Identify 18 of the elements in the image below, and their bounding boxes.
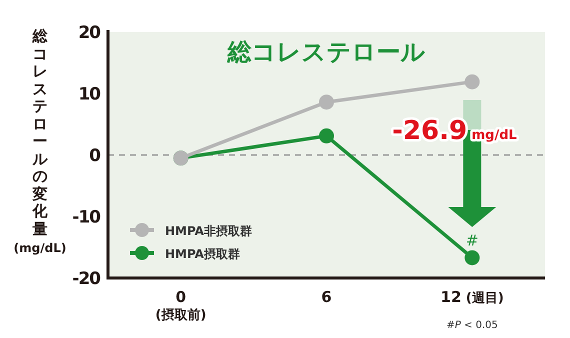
x-tick-label: 0 (摂取前) [155,288,206,323]
point [319,94,334,110]
point [464,250,480,266]
point [319,128,334,144]
text: 総コレステロールの変化量 (mg/dL) [14,27,66,255]
x-tick-label: 12 (週目) [440,288,504,306]
y-tick-label: 10 [78,84,102,104]
y-tick-label: 20 [78,23,102,43]
x-tick-label: 6 [321,288,332,306]
y-tick-label: 0 [89,146,102,166]
text: #P < 0.05 [446,320,498,331]
y-tick-label: -10 [72,208,102,228]
legend-label: HMPA摂取群 [165,247,240,261]
point [464,74,480,90]
chart-title: 総コレステロール [226,38,426,66]
legend-label: HMPA非摂取群 [165,224,252,238]
annotation: # [466,232,478,250]
y-tick-label: -20 [72,269,102,289]
